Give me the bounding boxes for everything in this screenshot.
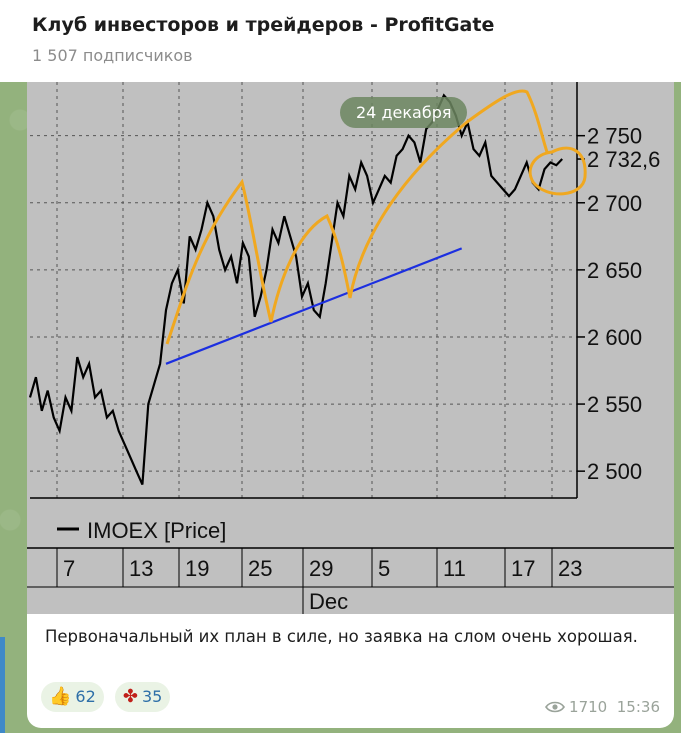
- plot-area: [30, 82, 577, 498]
- x-tick-label: 23: [558, 556, 582, 581]
- x-tick-label: 5: [378, 556, 390, 581]
- channel-title[interactable]: Клуб инвесторов и трейдеров - ProfitGate: [32, 14, 495, 36]
- message-text: Первоначальный их план в силе, но заявка…: [45, 627, 638, 646]
- x-tick-label: 19: [185, 556, 209, 581]
- reaction-count: 62: [75, 687, 96, 706]
- y-tick-label: 2 500: [587, 459, 642, 484]
- x-tick-label: 17: [511, 556, 535, 581]
- x-tick-label: 11: [443, 556, 466, 581]
- month-label: Dec: [309, 589, 348, 614]
- reaction-red-glyph[interactable]: ✤ 35: [114, 682, 171, 712]
- orange-annotation-curve: [165, 89, 549, 345]
- channel-header[interactable]: Клуб инвесторов и трейдеров - ProfitGate…: [0, 0, 681, 82]
- orange-annotation-circle: [528, 146, 587, 196]
- message-time: 15:36: [616, 698, 660, 716]
- thumbs-up-icon: 👍: [49, 686, 72, 707]
- legend-area: [27, 500, 674, 550]
- reaction-thumbs-up[interactable]: 👍 62: [41, 682, 104, 712]
- x-tick-label: 13: [129, 556, 153, 581]
- x-tick-label: 25: [248, 556, 272, 581]
- message-meta: 1710 15:36: [545, 698, 660, 716]
- red-glyph-icon: ✤: [122, 686, 138, 707]
- message-bubble[interactable]: 2 750 2 700 2 650 2 600 2 550 2 500 2 732,6 IMO…: [27, 82, 674, 728]
- view-count: 1710: [569, 698, 608, 716]
- subscriber-count: 1 507 подписчиков: [32, 46, 193, 65]
- left-accent-strip: [0, 637, 5, 733]
- y-tick-label: 2 550: [587, 392, 642, 417]
- y-tick-label: 2 750: [587, 124, 642, 149]
- trend-line: [165, 247, 463, 365]
- eye-icon: [545, 701, 565, 713]
- y-tick-label: 2 600: [587, 325, 642, 350]
- y-tick-label: 2 700: [587, 191, 642, 216]
- legend-label: IMOEX [Price]: [87, 518, 226, 543]
- price-chart: 2 750 2 700 2 650 2 600 2 550 2 500 2 732,6 IMO…: [27, 82, 674, 614]
- x-tick-label: 29: [309, 556, 333, 581]
- y-tick-label: 2 650: [587, 258, 642, 283]
- price-series-line: [28, 93, 563, 486]
- reactions-bar: 👍 62 ✤ 35: [41, 682, 176, 714]
- x-tick-label: 7: [63, 556, 75, 581]
- chart-image[interactable]: 2 750 2 700 2 650 2 600 2 550 2 500 2 732,6 IMO…: [27, 82, 674, 614]
- price-label: 2 732,6: [587, 147, 660, 172]
- reaction-count: 35: [141, 687, 163, 706]
- date-pill: 24 декабря: [340, 97, 468, 128]
